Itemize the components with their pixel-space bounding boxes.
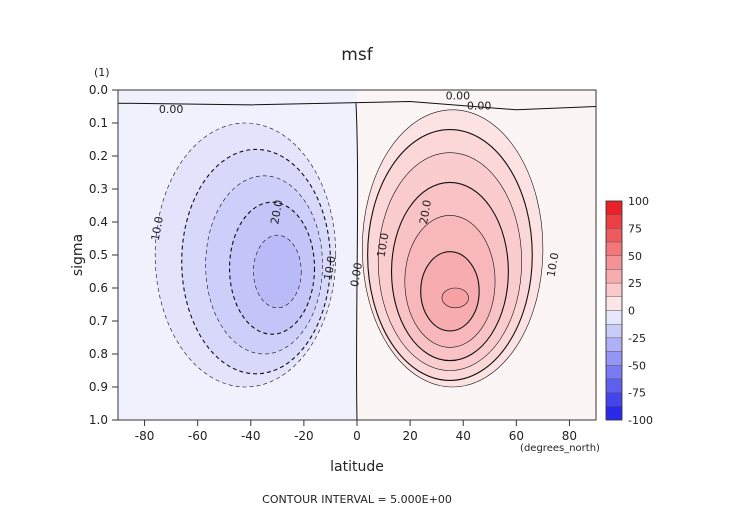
colorbar-band-9 (605, 323, 623, 339)
contour-interval-note: CONTOUR INTERVAL = 5.000E+00 (262, 493, 452, 506)
colorbar-band-4 (605, 255, 623, 270)
colorbar-label-1: 75 (628, 222, 642, 235)
colorbar-label-8: -100 (628, 414, 653, 427)
contour-label-6: 0.00 (348, 262, 365, 288)
y-axis: 0.0 0.1 0.2 0.3 0.4 0.5 0.6 0.7 0.8 0.9 1.0 (89, 83, 118, 427)
contour-label-3: 10.0 (149, 215, 166, 241)
zero-contour-top (118, 101, 596, 111)
contour-fills (118, 90, 543, 420)
x-tick-label-5: 20 (402, 429, 417, 443)
northern-cell-contour-30 (420, 251, 480, 332)
northern-cell-contour-10 (367, 129, 533, 381)
colorbar-label-6: -50 (628, 359, 646, 372)
x-tick-label-7: 60 (509, 429, 524, 443)
colorbar-band-8 (605, 310, 623, 325)
y-tick-label-5: 0.5 (89, 248, 108, 262)
contour-lines (118, 101, 596, 420)
x-axis-unit: (degrees_north) (520, 443, 600, 454)
contour-label-8: 20.0 (417, 199, 434, 225)
colorbar-label-4: 0 (628, 305, 635, 318)
y-axis-label: sigma (70, 234, 86, 276)
northern-cell-contour-5 (362, 109, 544, 388)
southern-cell-fill--25 (253, 235, 302, 308)
y-tick-label-8: 0.8 (89, 347, 108, 361)
colorbar-label-2: 50 (628, 250, 642, 263)
colorbar-frame (605, 200, 623, 421)
contour-label-9: 10.0 (544, 252, 561, 278)
contour-label-1: 0.00 (446, 90, 471, 103)
y-tick-label-3: 0.3 (89, 182, 108, 196)
southern-cell-contour--5 (154, 122, 337, 388)
southern-cell-contour--10 (181, 148, 331, 375)
y-tick-label-4: 0.4 (89, 215, 108, 229)
contour-label-0: 0.00 (159, 103, 184, 116)
contour-label-7: 10.0 (375, 232, 392, 258)
chart-title: msf (341, 45, 373, 65)
x-tick-label-3: -20 (294, 429, 314, 443)
y-tick-label-7: 0.7 (89, 314, 108, 328)
northern-cell-contour-25 (404, 215, 496, 348)
y-tick-label-10: 1.0 (89, 413, 108, 427)
x-tick-label-8: 80 (562, 429, 577, 443)
x-tick-label-1: -60 (188, 429, 208, 443)
northern-cell-contour-15 (377, 152, 522, 371)
colorbar-band-11 (605, 351, 623, 366)
y-tick-label-1: 0.1 (89, 116, 108, 130)
x-tick-label-2: -40 (241, 429, 261, 443)
x-axis: -80 -60 -40 -20 0 20 40 60 80 (135, 420, 577, 443)
colorbar-label-7: -75 (628, 387, 646, 400)
northern-cell-contour-20 (390, 181, 509, 362)
colorbar-label-0: 100 (628, 195, 649, 208)
northern-cell-fill-35 (441, 288, 469, 308)
contour-label-5: 10.0 (321, 255, 338, 281)
colorbar-band-0 (605, 200, 623, 215)
x-tick-label-4: 0 (353, 429, 361, 443)
colorbar: 100 75 50 25 0 -25 -50 -75 -100 (605, 195, 653, 427)
zero-contour-vertical (355, 103, 359, 420)
colorbar-band-12 (605, 365, 623, 380)
y-tick-label-2: 0.2 (89, 149, 108, 163)
colorbar-band-13 (605, 378, 623, 393)
southern-cell-contour--15 (205, 175, 323, 355)
colorbar-band-7 (605, 296, 623, 311)
colorbar-label-5: -25 (628, 332, 646, 345)
colorbar-band-6 (605, 282, 623, 298)
unit-label: (1) (94, 66, 110, 79)
northern-cell-contour-35 (441, 287, 469, 309)
x-tick-label-6: 40 (456, 429, 471, 443)
y-tick-label-0: 0.0 (89, 83, 108, 97)
colorbar-band-3 (605, 241, 623, 256)
southern-cell-contour--20 (228, 201, 316, 335)
southern-cell-contour--25 (253, 234, 302, 309)
colorbar-band-5 (605, 269, 623, 284)
x-tick-label-0: -80 (135, 429, 155, 443)
colorbar-band-2 (605, 228, 623, 243)
x-axis-label: latitude (330, 459, 384, 475)
colorbar-band-14 (605, 392, 623, 407)
colorbar-band-1 (605, 214, 623, 229)
y-tick-label-6: 0.6 (89, 281, 108, 295)
colorbar-band-15 (605, 406, 623, 421)
contour-label-4: 20.0 (268, 199, 285, 225)
colorbar-band-10 (605, 337, 623, 352)
contour-label-2: 0.00 (467, 100, 492, 113)
y-tick-label-9: 0.9 (89, 380, 108, 394)
colorbar-label-3: 25 (628, 277, 642, 290)
